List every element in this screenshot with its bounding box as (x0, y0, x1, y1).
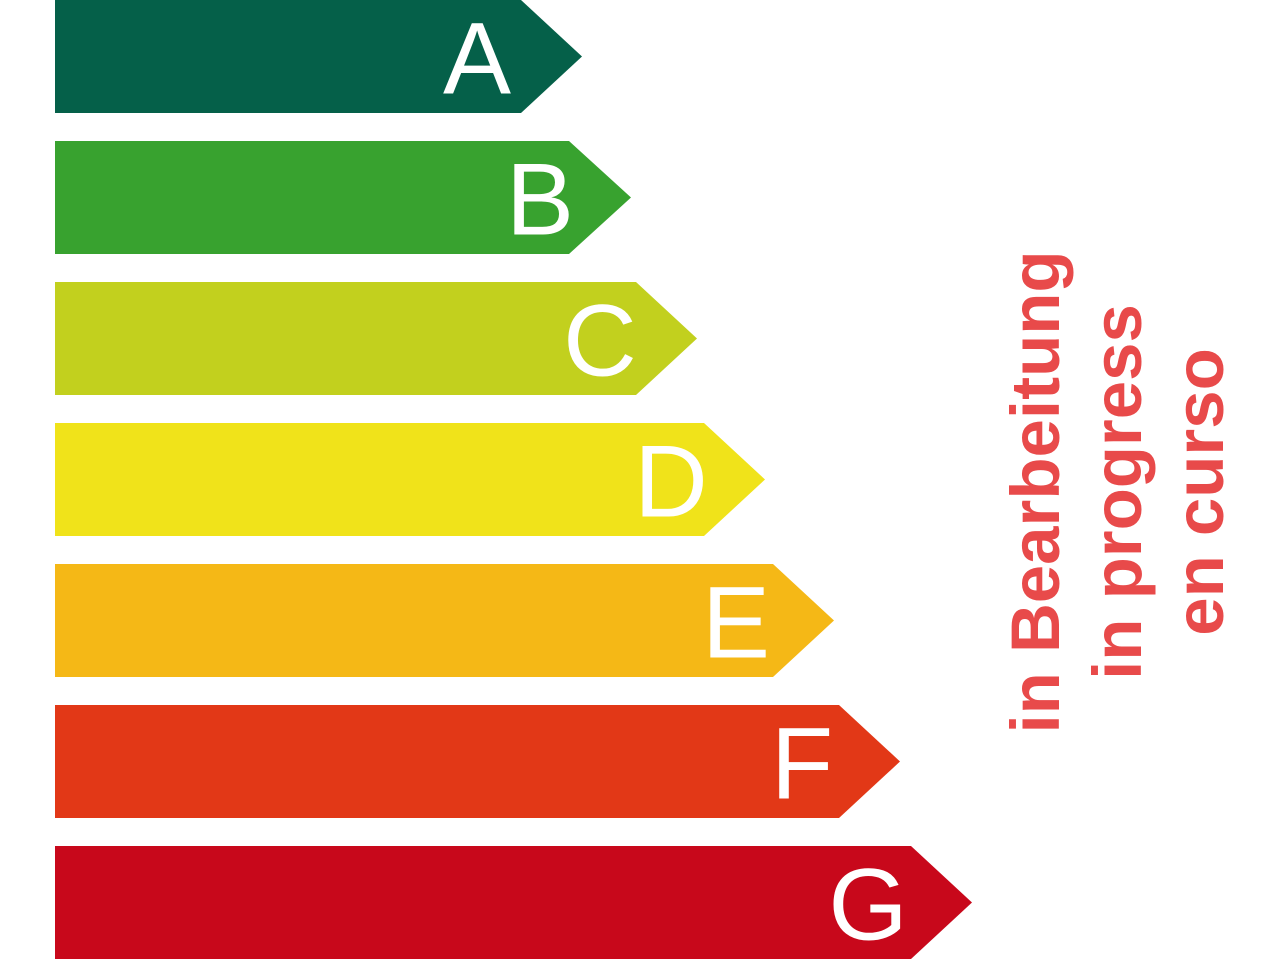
energy-class-bar-f (55, 705, 900, 818)
status-line-english: in progress (1079, 304, 1156, 680)
energy-class-bar-a (55, 0, 582, 113)
status-line-german: in Bearbeitung (997, 250, 1074, 734)
energy-class-label-f: F (771, 707, 833, 821)
energy-class-label-c: C (563, 284, 637, 398)
energy-class-bar-b (55, 141, 631, 254)
energy-class-bar-e (55, 564, 834, 677)
status-text: in Bearbeitung in progress en curso (995, 250, 1241, 733)
energy-class-label-e: E (702, 566, 770, 680)
energy-class-label-d: D (634, 425, 708, 539)
status-line-spanish: en curso (1161, 348, 1238, 636)
energy-class-bar-g (55, 846, 972, 959)
energy-class-label-a: A (443, 2, 511, 116)
energy-class-bar-c (55, 282, 697, 395)
energy-class-bar-d (55, 423, 765, 536)
energy-class-label-b: B (506, 143, 574, 257)
energy-class-label-g: G (828, 848, 907, 960)
